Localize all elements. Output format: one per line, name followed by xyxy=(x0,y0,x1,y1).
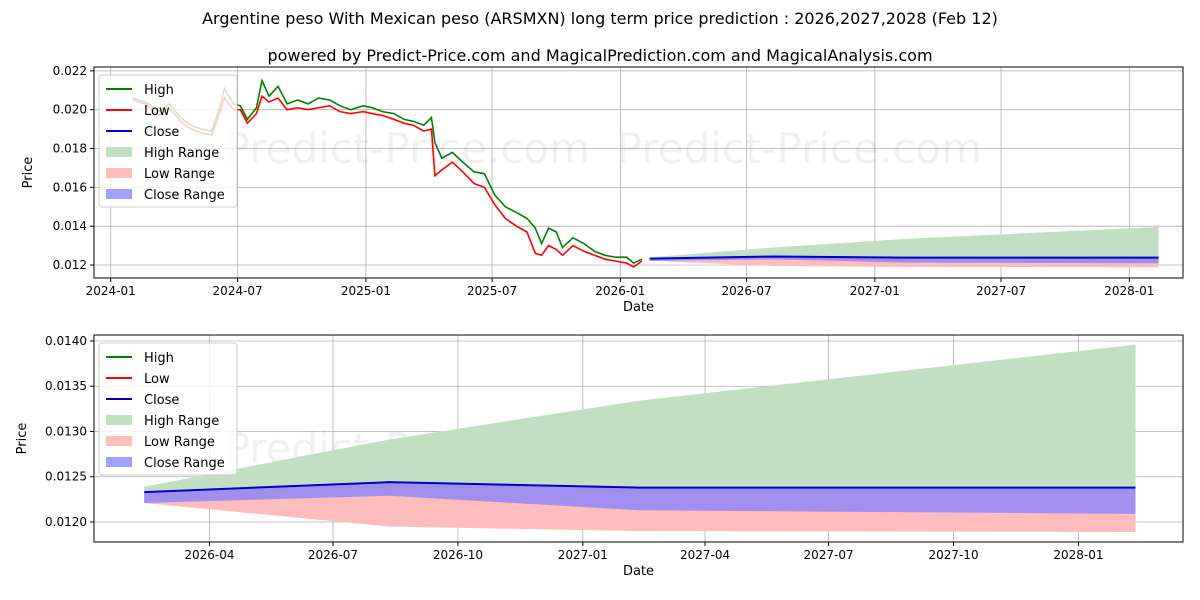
legend-label: High Range xyxy=(144,146,219,161)
y-tick-label: 0.0130 xyxy=(45,424,87,438)
legend-label: Close Range xyxy=(144,188,225,203)
watermark: Predict-Price.com xyxy=(225,124,590,173)
watermark: Predict-Price.com xyxy=(617,124,982,173)
x-tick-label: 2027-07 xyxy=(976,284,1026,298)
legend-swatch xyxy=(106,189,132,199)
close-range-area xyxy=(144,482,1136,514)
legend-box xyxy=(98,74,238,208)
x-tick-label: 2027-10 xyxy=(928,548,978,562)
legend-label: Low Range xyxy=(144,167,215,182)
x-tick-label: 2027-07 xyxy=(804,548,854,562)
y-tick-label: 0.0140 xyxy=(45,334,87,348)
axes-frame xyxy=(93,334,1184,543)
legend-swatch xyxy=(106,168,132,178)
x-tick-label: 2024-01 xyxy=(86,284,136,298)
y-tick-label: 0.018 xyxy=(53,142,87,156)
chart-panel-0: 2024-01 2024-07 2025-01 2025-07 2026-01 2026-… xyxy=(21,64,1184,315)
x-tick-label: 2026-07 xyxy=(721,284,771,298)
legend-swatch xyxy=(106,436,132,446)
plot-series xyxy=(132,77,1159,268)
x-tick-label: 2026-01 xyxy=(595,284,645,298)
x-tick-label: 2026-07 xyxy=(308,548,358,562)
legend-swatch xyxy=(106,457,132,467)
legend-label: Close xyxy=(144,125,179,140)
y-tick-label: 0.016 xyxy=(53,180,87,194)
plot-series xyxy=(144,344,1136,532)
y-tick-label: 0.0120 xyxy=(45,515,87,529)
legend-box xyxy=(98,342,238,476)
close-line xyxy=(144,481,1136,494)
legend-label: High xyxy=(144,83,174,98)
legend-label: Low Range xyxy=(144,435,215,450)
legend-label: Close xyxy=(144,393,179,408)
y-tick-label: 0.0125 xyxy=(45,470,87,484)
y-tick-label: 0.022 xyxy=(53,64,87,78)
y-tick-label: 0.012 xyxy=(53,258,87,272)
legend-label: Low xyxy=(144,104,170,119)
chart-subtitle: powered by Predict-Price.com and Magical… xyxy=(267,46,933,65)
x-tick-label: 2025-07 xyxy=(467,284,517,298)
chart-panel-1: 2026-04 2026-07 2026-10 2027-01 2027-04 2027-… xyxy=(15,334,1184,579)
legend-swatch xyxy=(106,147,132,157)
x-tick-label: 2024-07 xyxy=(213,284,263,298)
legend-swatch xyxy=(106,415,132,425)
close-line xyxy=(649,255,1159,260)
legend-label: Close Range xyxy=(144,456,225,471)
x-tick-label: 2027-01 xyxy=(558,548,608,562)
x-tick-label: 2026-04 xyxy=(184,548,234,562)
x-tick-label: 2027-01 xyxy=(850,284,900,298)
legend-label: High Range xyxy=(144,414,219,429)
legend-label: Low xyxy=(144,372,170,387)
axes-frame xyxy=(93,66,1184,279)
y-axis-label: Price xyxy=(21,157,36,189)
y-tick-label: 0.0135 xyxy=(45,379,87,393)
y-axis-label: Price xyxy=(15,423,30,455)
x-axis-label: Date xyxy=(623,300,654,315)
x-tick-label: 2027-04 xyxy=(680,548,730,562)
x-axis-label: Date xyxy=(623,564,654,579)
x-tick-label: 2028-01 xyxy=(1104,284,1154,298)
high-range-area xyxy=(649,226,1159,259)
x-tick-label: 2026-10 xyxy=(433,548,483,562)
y-tick-label: 0.014 xyxy=(53,219,87,233)
high-range-area xyxy=(144,344,1136,493)
chart-title: Argentine peso With Mexican peso (ARSMXN… xyxy=(202,9,998,28)
x-tick-label: 2025-01 xyxy=(341,284,391,298)
y-tick-label: 0.020 xyxy=(53,103,87,117)
legend-label: High xyxy=(144,351,174,366)
x-tick-label: 2028-01 xyxy=(1053,548,1103,562)
